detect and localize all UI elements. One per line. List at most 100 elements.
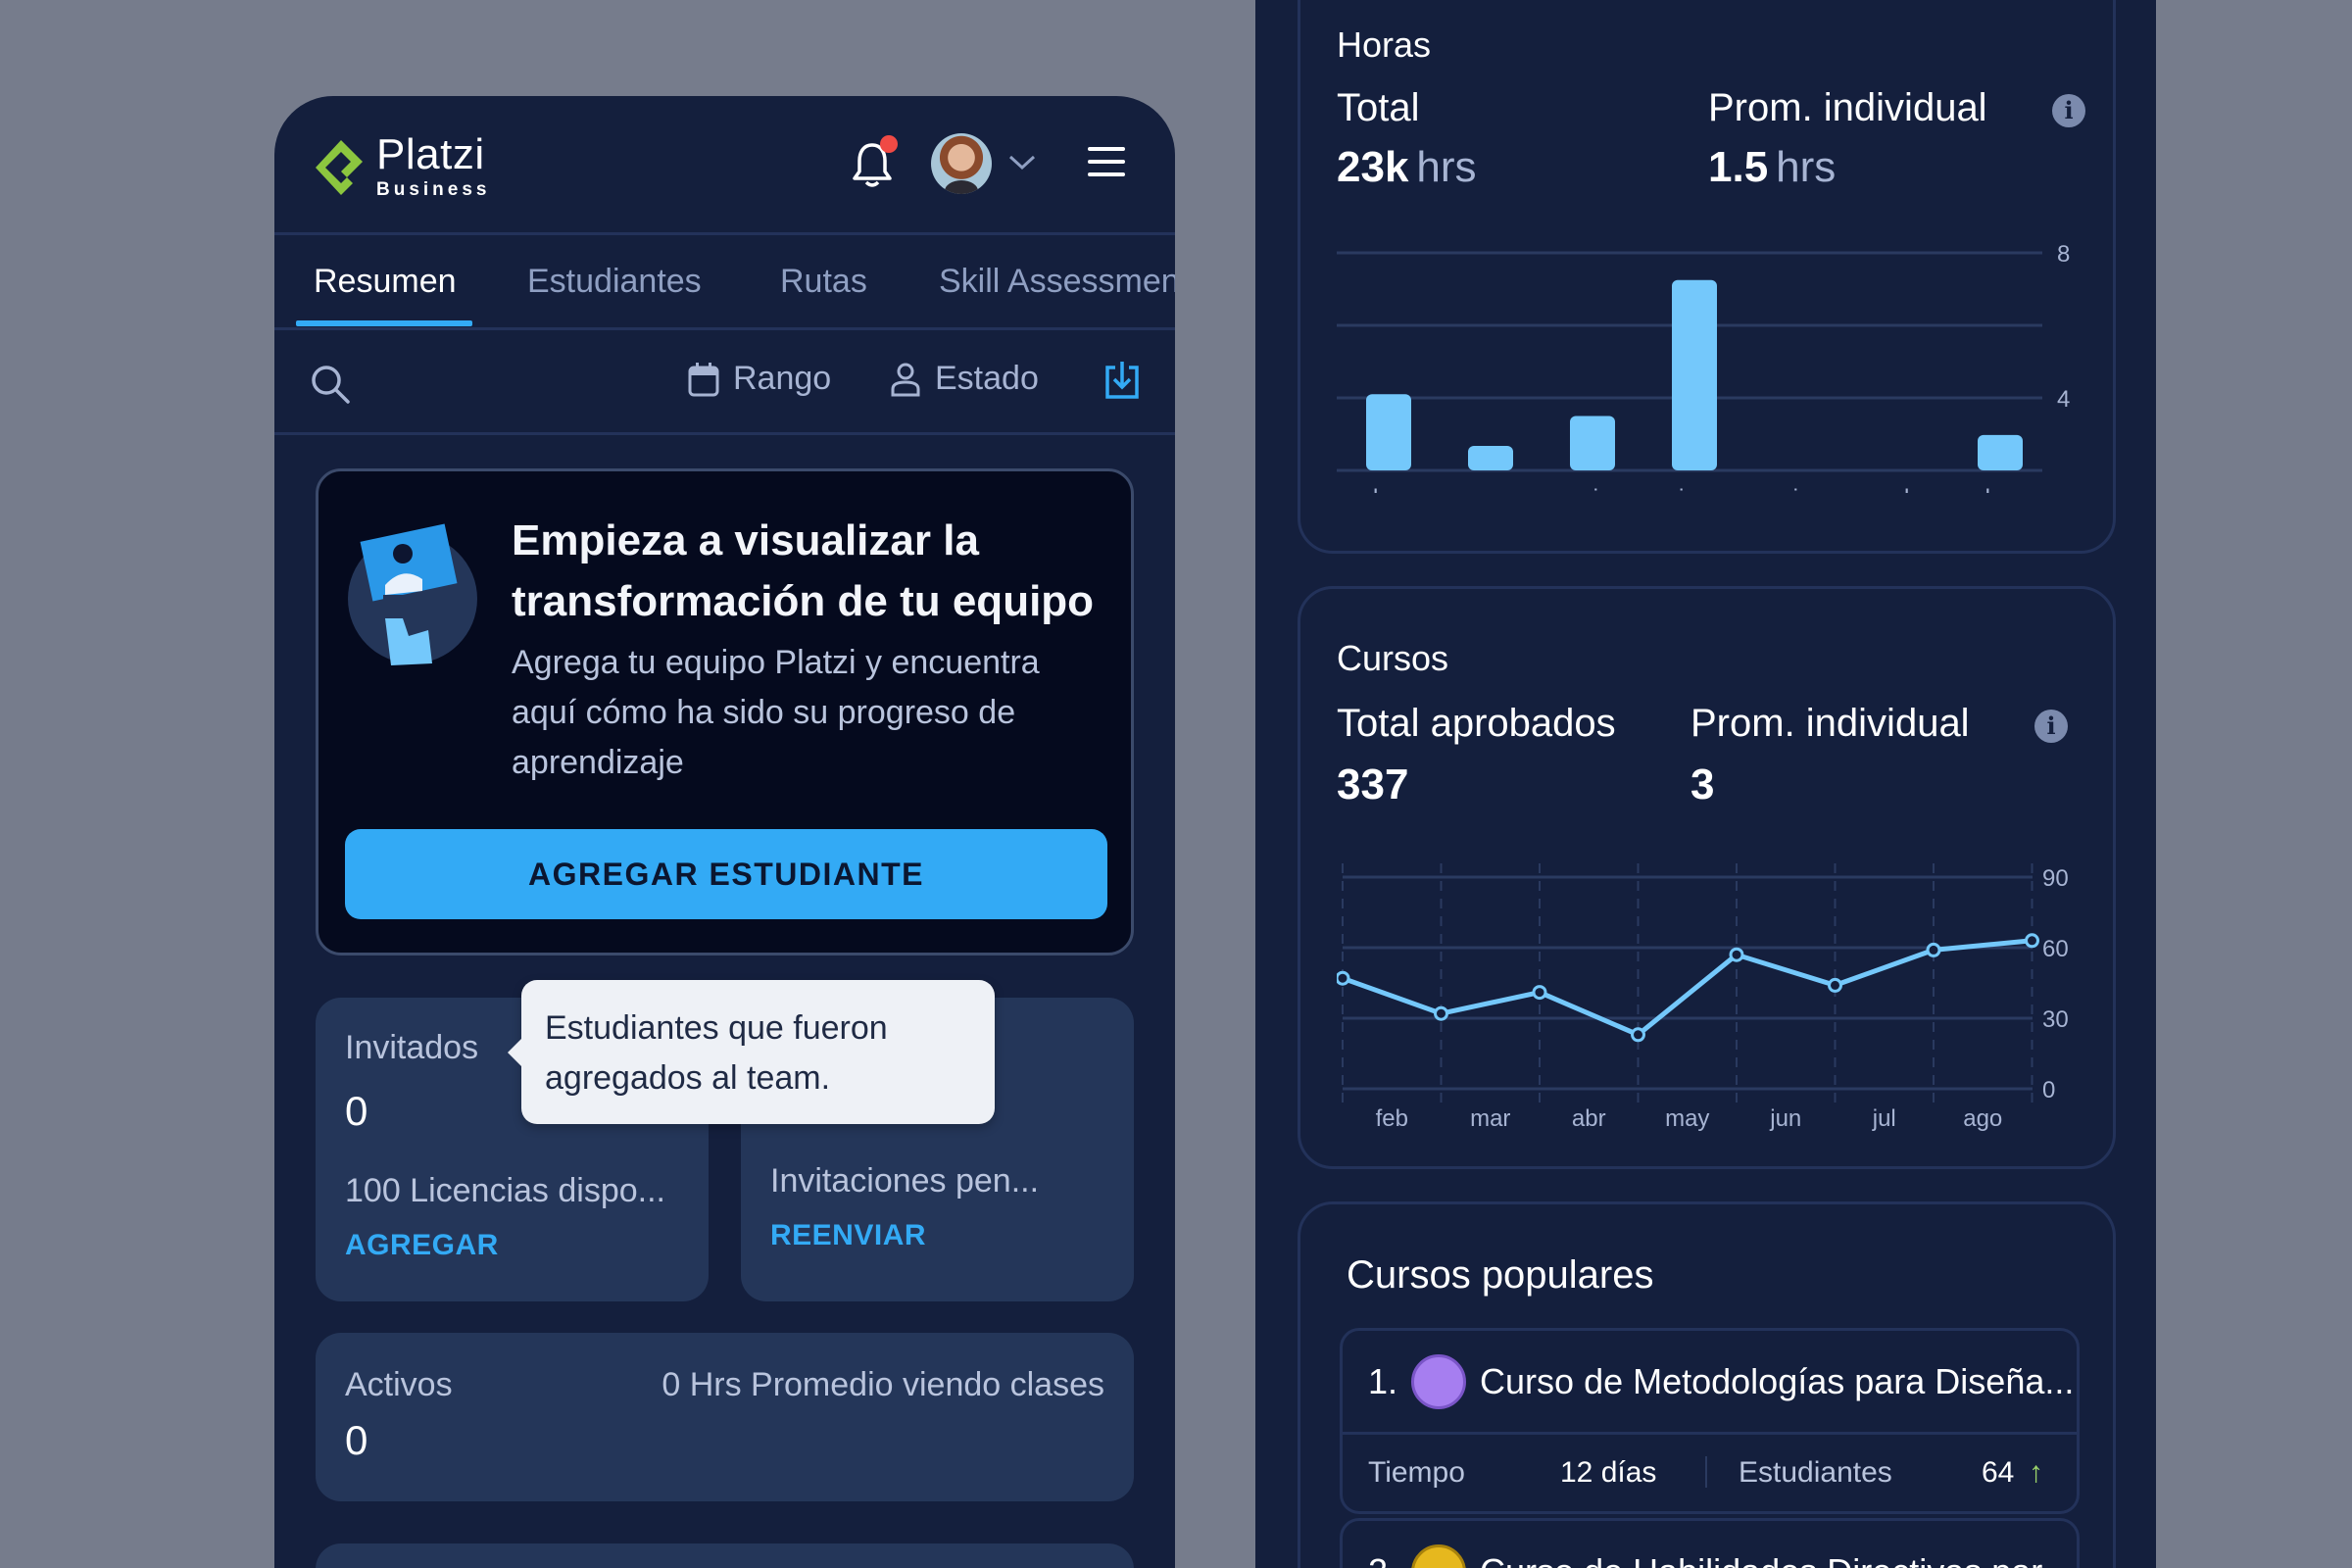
user-icon xyxy=(891,363,920,396)
line-point[interactable] xyxy=(1434,1005,1448,1021)
line-point[interactable] xyxy=(1729,947,1744,962)
hours-total-label: Total xyxy=(1337,86,1420,129)
line-point[interactable] xyxy=(1926,942,1941,957)
students-value: 64 xyxy=(1982,1456,2015,1489)
filter-toolbar: Rango Estado xyxy=(274,330,1175,435)
dashboard-mobile-screen-scrolled: Horas Total 23k hrs Prom. individual i 1.… xyxy=(1255,0,2156,1568)
logo-subtitle: Business xyxy=(376,179,491,200)
svg-text:jun: jun xyxy=(1769,1105,1801,1132)
add-license-link[interactable]: AGREGAR xyxy=(345,1229,499,1261)
svg-text:jul: jul xyxy=(1872,1105,1896,1132)
svg-text:may: may xyxy=(1665,1105,1709,1132)
active-card: Activos 0 0 Hrs Promedio viendo clases xyxy=(316,1333,1134,1501)
dashboard-mobile-screen: Platzi Business Resumen Estudiantes Ruta… xyxy=(274,96,1175,1568)
line-point[interactable] xyxy=(2025,933,2039,949)
team-illustration xyxy=(348,523,477,665)
notification-dot xyxy=(880,135,898,153)
courses-total-label: Total aprobados xyxy=(1337,702,1616,745)
platzi-logo-icon xyxy=(316,139,363,195)
svg-text:jue: jue xyxy=(1678,485,1710,493)
onboarding-card: Empieza a visualizar la transformación d… xyxy=(316,468,1134,956)
svg-text:vie: vie xyxy=(1782,485,1812,493)
calendar-icon xyxy=(688,362,719,396)
courses-avg-label: Prom. individual xyxy=(1690,702,1970,745)
courses-title: Cursos xyxy=(1337,638,1449,678)
svg-text:8: 8 xyxy=(2057,241,2070,268)
invited-tooltip: Estudiantes que fueron agregados al team… xyxy=(508,980,995,1124)
svg-text:ago: ago xyxy=(1963,1105,2002,1132)
platzi-business-logo[interactable]: Platzi Business xyxy=(314,133,490,199)
info-icon[interactable]: i xyxy=(2034,710,2068,743)
divider xyxy=(1705,1456,1707,1488)
svg-text:dom: dom xyxy=(1978,485,2024,493)
svg-text:4: 4 xyxy=(2057,386,2070,413)
courses-avg-value: 3 xyxy=(1690,760,1715,808)
add-student-button[interactable]: AGREGAR ESTUDIANTE xyxy=(345,829,1107,919)
invited-label: Invitados xyxy=(345,1029,479,1066)
chevron-down-icon[interactable] xyxy=(1007,153,1037,172)
avatar[interactable] xyxy=(931,133,992,194)
svg-text:90: 90 xyxy=(2042,865,2069,892)
range-filter-button[interactable]: Rango xyxy=(688,360,831,398)
status-filter-label: Estado xyxy=(935,360,1039,397)
active-value: 0 xyxy=(345,1417,368,1463)
trend-up-icon: ↑ xyxy=(2029,1456,2043,1489)
search-icon[interactable] xyxy=(310,364,351,405)
status-filter-button[interactable]: Estado xyxy=(890,360,1039,398)
app-header: Platzi Business xyxy=(274,96,1175,235)
download-icon[interactable] xyxy=(1103,360,1141,401)
popular-courses-card: Cursos populares 1. Curso de Metodología… xyxy=(1298,1201,2116,1568)
svg-text:mar: mar xyxy=(1470,1105,1510,1132)
svg-text:30: 30 xyxy=(2042,1006,2069,1033)
courses-line-chart: 90 60 30 0 feb mar abr may jun jul ago xyxy=(1337,863,2069,1132)
course-list-item[interactable]: 2. Curso de Habilidades Directivas par..… xyxy=(1340,1518,2080,1568)
logo-name: Platzi xyxy=(376,130,485,178)
line-point[interactable] xyxy=(1828,977,1842,993)
resend-link[interactable]: REENVIAR xyxy=(770,1219,927,1251)
onboarding-title: Empieza a visualizar la transformación d… xyxy=(512,516,1095,625)
line-point[interactable] xyxy=(1532,985,1547,1001)
svg-text:abr: abr xyxy=(1572,1105,1606,1132)
invited-value: 0 xyxy=(345,1088,368,1134)
info-icon[interactable]: i xyxy=(2052,94,2085,127)
course-rank: 1. xyxy=(1368,1360,1398,1401)
onboarding-description: Agrega tu equipo Platzi y encuentra aquí… xyxy=(512,644,1040,781)
course-badge-icon xyxy=(1411,1544,1467,1568)
course-name: Curso de Habilidades Directivas par... xyxy=(1480,1551,2070,1568)
course-name: Curso de Metodologías para Diseña... xyxy=(1480,1360,2075,1401)
course-list-item[interactable]: 1. Curso de Metodologías para Diseña... … xyxy=(1340,1328,2080,1514)
svg-text:0: 0 xyxy=(2042,1077,2055,1103)
hours-total-value: 23k hrs xyxy=(1337,143,1477,191)
bar-lun[interactable] xyxy=(1366,394,1411,470)
tab-bar: Resumen Estudiantes Rutas Skill Assessme… xyxy=(274,235,1175,330)
bar-jue[interactable] xyxy=(1672,279,1717,470)
tab-skill-assessment[interactable]: Skill Assessment xyxy=(939,263,1175,300)
time-value: 12 días xyxy=(1560,1456,1657,1489)
courses-card: Cursos Total aprobados 337 Prom. individ… xyxy=(1298,586,2116,1169)
hours-bar-chart: 8 4 lun mar mie jue vie sab dom xyxy=(1337,241,2070,493)
hours-title: Horas xyxy=(1337,24,1432,65)
tab-rutas[interactable]: Rutas xyxy=(780,263,867,300)
active-label: Activos xyxy=(345,1366,453,1403)
active-tab-indicator xyxy=(296,320,472,326)
students-label: Estudiantes xyxy=(1739,1456,1892,1489)
tab-resumen[interactable]: Resumen xyxy=(314,263,457,300)
bar-mar[interactable] xyxy=(1468,446,1513,470)
course-rank: 2. xyxy=(1368,1551,1397,1568)
licenses-available: 100 Licencias dispo... xyxy=(345,1172,665,1209)
bar-mie[interactable] xyxy=(1570,416,1615,471)
time-label: Tiempo xyxy=(1368,1456,1465,1489)
svg-text:feb: feb xyxy=(1376,1105,1408,1132)
bar-dom[interactable] xyxy=(1978,434,2023,470)
tab-estudiantes[interactable]: Estudiantes xyxy=(527,263,702,300)
average-hours-text: 0 Hrs Promedio viendo clases xyxy=(662,1366,1104,1403)
hours-avg-label: Prom. individual xyxy=(1708,86,1987,129)
line-point[interactable] xyxy=(1337,970,1350,986)
courses-total-value: 337 xyxy=(1337,760,1409,808)
range-filter-label: Rango xyxy=(733,360,832,397)
menu-icon[interactable] xyxy=(1088,147,1125,176)
pending-invitations-label: Invitaciones pen... xyxy=(770,1162,1040,1200)
line-point[interactable] xyxy=(1631,1027,1645,1043)
svg-text:mar: mar xyxy=(1470,485,1510,493)
svg-text:sab: sab xyxy=(1880,485,1918,493)
